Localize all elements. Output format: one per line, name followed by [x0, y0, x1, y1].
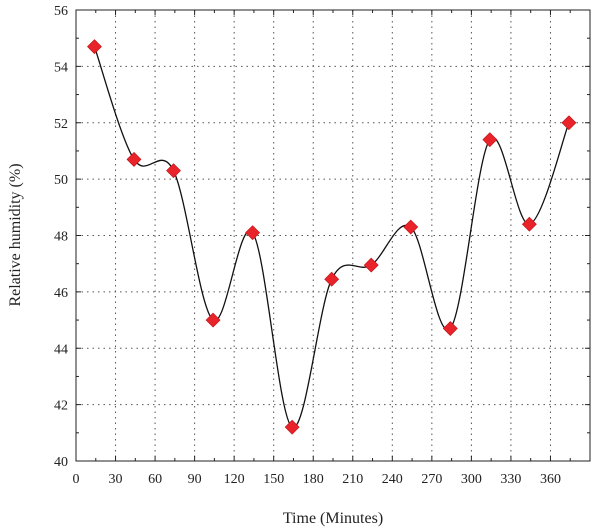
data-point-marker	[363, 257, 379, 273]
data-point-marker	[284, 419, 300, 435]
x-tick-label: 240	[382, 472, 403, 487]
x-tick-label: 210	[342, 472, 363, 487]
series-layer	[87, 39, 577, 435]
y-tick-label: 50	[54, 173, 68, 188]
data-point-marker	[126, 151, 142, 167]
data-point-marker	[87, 39, 102, 55]
data-point-marker	[521, 216, 537, 232]
x-tick-label: 270	[421, 472, 442, 487]
x-tick-label: 0	[73, 472, 80, 487]
data-point-marker	[403, 219, 419, 235]
data-point-marker	[324, 271, 340, 287]
data-point-marker	[205, 312, 221, 328]
data-point-marker	[482, 132, 498, 148]
y-tick-labels: 40 42 44 46 48 50 52 54 56	[54, 4, 68, 470]
x-tick-labels: 0 30 60 90 120 150 180 210 240 270 300 330 360	[73, 472, 561, 487]
data-point-marker	[442, 321, 458, 336]
x-tick-label: 330	[500, 472, 521, 487]
y-tick-label: 54	[54, 60, 68, 75]
y-axis-title: Relative humidity (%)	[7, 163, 24, 306]
grid	[76, 10, 590, 461]
y-tick-label: 52	[54, 117, 68, 132]
x-tick-label: 360	[540, 472, 561, 487]
y-tick-label: 48	[54, 230, 68, 245]
x-tick-label: 90	[188, 472, 202, 487]
x-tick-label: 150	[263, 472, 284, 487]
x-tick-label: 60	[148, 472, 162, 487]
axis-ticks	[75, 9, 590, 462]
y-tick-label: 42	[54, 399, 68, 414]
y-tick-label: 40	[54, 455, 68, 470]
x-tick-label: 300	[461, 472, 482, 487]
data-point-marker	[166, 163, 181, 179]
y-tick-label: 56	[54, 4, 68, 19]
series-line	[93, 46, 570, 428]
x-tick-label: 30	[109, 472, 123, 487]
y-tick-label: 46	[54, 286, 68, 301]
data-point-marker	[561, 115, 577, 131]
x-axis-title: Time (Minutes)	[283, 510, 383, 527]
x-tick-label: 120	[224, 472, 245, 487]
data-point-marker	[245, 225, 261, 241]
x-tick-label: 180	[303, 472, 324, 487]
y-tick-label: 44	[54, 342, 68, 357]
